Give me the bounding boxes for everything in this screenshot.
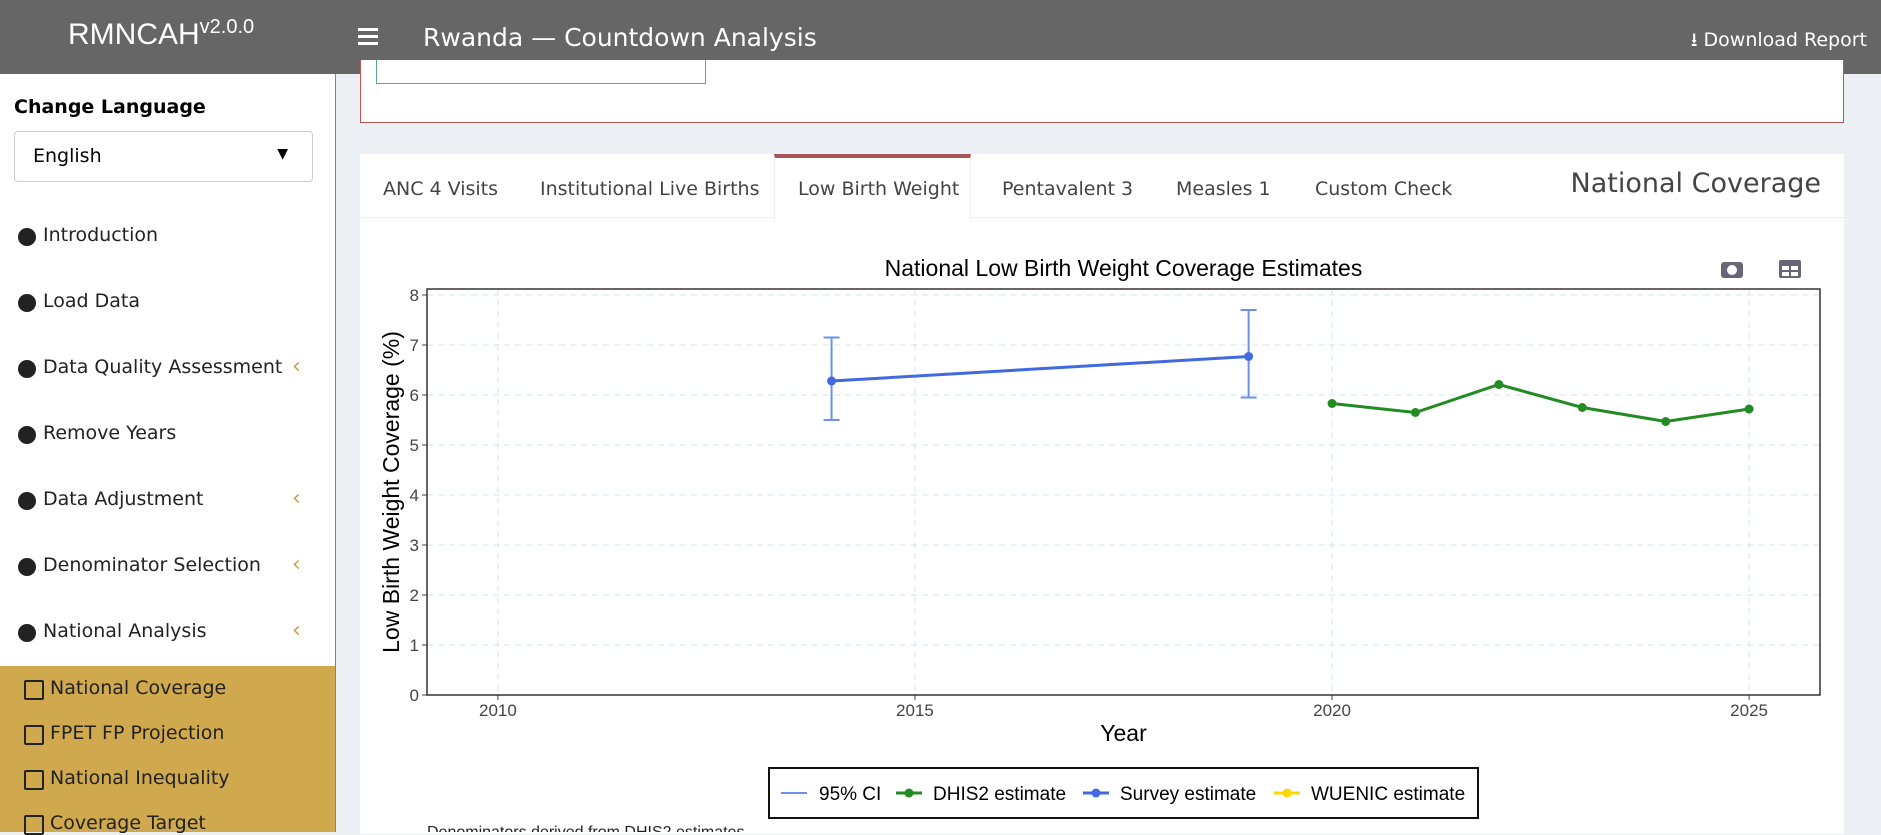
download-button[interactable]: ⭳ Download Report <box>1690 29 1867 51</box>
y-tick-label: 6 <box>410 386 419 405</box>
submenu-icon <box>24 770 44 790</box>
x-tick-label: 2015 <box>896 701 934 720</box>
language-label: Change Language <box>14 96 206 118</box>
language-value: English <box>33 145 102 167</box>
active-tab <box>774 154 971 221</box>
input-box <box>376 60 706 84</box>
submenu-icon <box>24 725 44 745</box>
point <box>827 376 837 386</box>
tab[interactable]: Measles 1 <box>1176 178 1271 200</box>
menu-item[interactable]: Remove Years <box>43 422 177 444</box>
chart-title: National Low Birth Weight Coverage Estim… <box>885 255 1363 281</box>
tab[interactable]: ANC 4 Visits <box>383 178 499 200</box>
series-line <box>831 355 1249 383</box>
menu-icon <box>18 624 36 642</box>
submenu-icon <box>24 680 44 700</box>
y-axis-title: Low Birth Weight Coverage (%) <box>378 331 404 653</box>
submenu: National Coverage FPET FP Projection Natio… <box>0 666 335 835</box>
y-tick-label: 5 <box>410 436 419 455</box>
point <box>1661 417 1671 426</box>
y-tick-label: 7 <box>410 336 419 355</box>
chevron: ‹ <box>292 354 301 379</box>
app-title: Rwanda — Countdown Analysis <box>423 23 817 52</box>
legend-label: Survey estimate <box>1120 784 1256 805</box>
plot-border <box>426 288 1821 696</box>
submenu-item[interactable]: FPET FP Projection <box>50 722 225 744</box>
top-panel <box>360 60 1844 123</box>
submenu-item[interactable]: National Inequality <box>50 767 230 789</box>
menu-item[interactable]: Denominator Selection <box>43 554 261 576</box>
point <box>1577 403 1587 412</box>
dropdown-arrow: ▼ <box>277 146 288 162</box>
legend-marker <box>1091 788 1101 798</box>
menu-item[interactable]: Load Data <box>43 290 140 312</box>
brand[interactable]: RMNCAHv2.0.0 <box>68 16 254 52</box>
point <box>1744 404 1754 414</box>
x-axis-title: Year <box>1100 720 1147 746</box>
tab[interactable]: Custom Check <box>1315 178 1453 200</box>
legend-label: 95% CI <box>819 784 881 805</box>
menu-icon <box>18 228 36 246</box>
point <box>1494 380 1504 389</box>
menu-item[interactable]: Data Quality Assessment <box>43 356 283 378</box>
tab-card <box>360 154 1844 834</box>
y-tick-label: 8 <box>410 286 419 305</box>
legend-marker <box>1282 788 1292 798</box>
y-tick-label: 4 <box>410 486 419 505</box>
y-tick-label: 1 <box>410 636 419 655</box>
tab[interactable]: Pentavalent 3 <box>1002 178 1134 200</box>
hamburger[interactable] <box>358 28 380 46</box>
menu-icon <box>18 294 36 312</box>
chevron: ‹ <box>292 486 301 511</box>
y-tick-label: 2 <box>410 586 419 605</box>
tab[interactable]: Institutional Live Births <box>540 178 760 200</box>
brand-name: RMNCAH <box>68 18 200 51</box>
menu-icon <box>18 558 36 576</box>
menu-item[interactable]: National Analysis <box>43 620 207 642</box>
point <box>1410 408 1420 417</box>
y-tick-label: 0 <box>410 686 419 705</box>
legend-label: WUENIC estimate <box>1311 784 1465 805</box>
chevron: ‹ <box>292 552 301 577</box>
header: RMNCAHv2.0.0 Rwanda — Countdown Analysis… <box>0 0 1881 74</box>
footnote: Denominators derived from DHIS2 estimate… <box>427 824 744 832</box>
language-select[interactable]: English ▼ <box>14 131 313 182</box>
menu-icon <box>18 492 36 510</box>
version: v2.0.0 <box>199 16 255 38</box>
x-tick-label: 2020 <box>1313 701 1351 720</box>
series-line <box>1331 382 1750 424</box>
legend-box <box>768 767 1479 819</box>
submenu-item[interactable]: National Coverage <box>50 677 227 699</box>
menu-icon <box>18 426 36 444</box>
sidebar: Change Language English ▼ Introduction Lo… <box>0 74 336 835</box>
menu-item[interactable]: Data Adjustment <box>43 488 204 510</box>
y-tick-label: 3 <box>410 536 419 555</box>
table-icon[interactable] <box>1779 260 1801 278</box>
download-label: Download Report <box>1703 29 1867 51</box>
tab[interactable]: Low Birth Weight <box>798 178 960 200</box>
panel-title: National Coverage <box>1570 168 1821 199</box>
legend-label: DHIS2 estimate <box>933 784 1066 805</box>
x-tick-label: 2010 <box>479 701 517 720</box>
menu-item[interactable]: Introduction <box>43 224 159 246</box>
submenu-item[interactable]: Coverage Target <box>50 812 206 834</box>
tab-divider <box>360 217 1844 218</box>
chevron: ‹ <box>292 618 301 643</box>
legend-marker <box>904 788 914 798</box>
menu-icon <box>18 360 36 378</box>
point <box>1327 399 1337 408</box>
camera-icon[interactable] <box>1721 262 1743 278</box>
point <box>1244 352 1254 361</box>
x-tick-label: 2025 <box>1730 701 1768 720</box>
